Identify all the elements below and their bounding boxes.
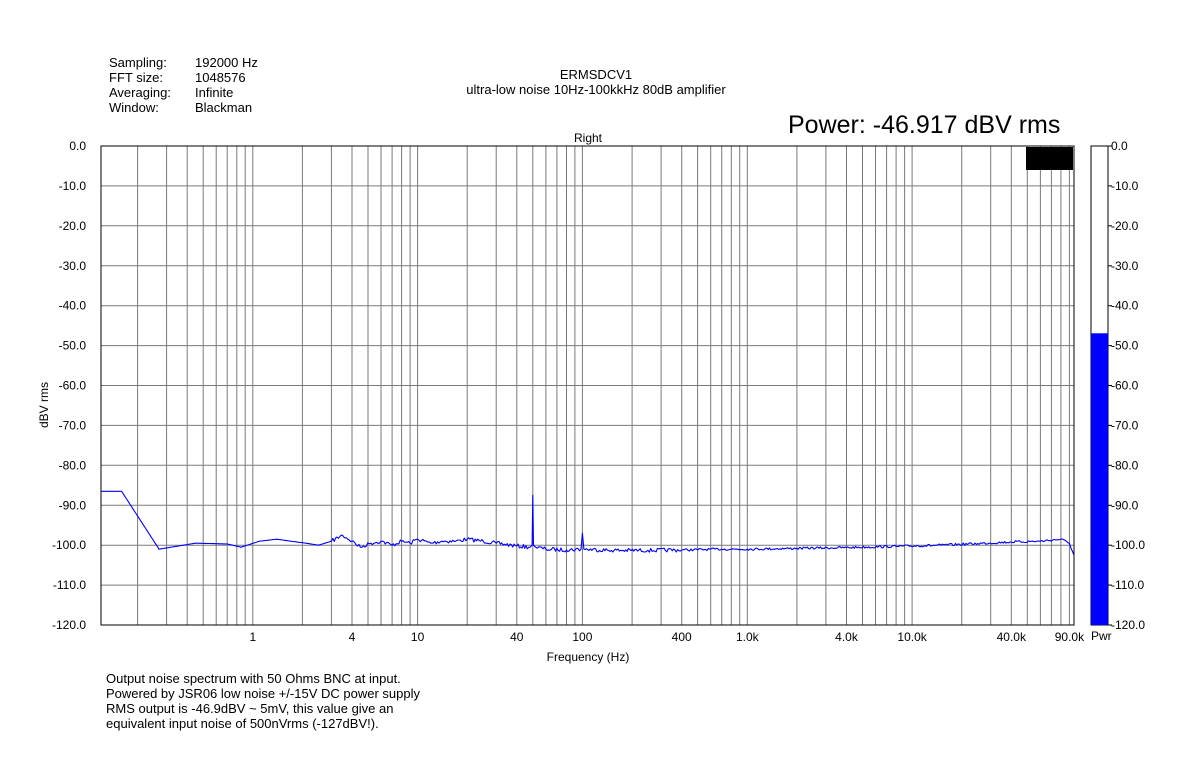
y-tick-label: -30.0 bbox=[59, 259, 87, 273]
y-tick-label: -50.0 bbox=[59, 339, 87, 353]
power-meter-tick-label: -110.0 bbox=[1111, 578, 1144, 592]
power-meter-tick-label: -70.0 bbox=[1111, 418, 1139, 432]
power-readout: Power: -46.917 dBV rms bbox=[788, 111, 1061, 139]
y-tick-label: -80.0 bbox=[59, 458, 87, 472]
y-tick-labels: 0.0 -10.0 -20.0 -30.0 -40.0 -50.0 -60.0 -70.0 -8… bbox=[52, 139, 86, 632]
note-line: Output noise spectrum with 50 Ohms BNC a… bbox=[106, 671, 401, 686]
series-group bbox=[101, 490, 1075, 556]
note-line: equivalent input noise of 500nVrms (-127… bbox=[106, 716, 379, 731]
note-line: RMS output is -46.9dBV ~ 5mV, this value… bbox=[106, 701, 394, 716]
x-tick-label: 400 bbox=[672, 630, 692, 644]
power-meter-tick-label: -60.0 bbox=[1111, 379, 1139, 393]
x-tick-label: 90.0k bbox=[1055, 630, 1085, 644]
note-line: Powered by JSR06 low noise +/-15V DC pow… bbox=[106, 686, 420, 701]
x-tick-label: 1.0k bbox=[736, 630, 760, 644]
power-meter-tick-label: -20.0 bbox=[1111, 219, 1139, 233]
x-tick-label: 40 bbox=[510, 630, 524, 644]
plot-title: Right bbox=[574, 131, 603, 145]
sampling-label: Sampling: bbox=[109, 55, 167, 70]
power-meter-tick-label: -80.0 bbox=[1111, 458, 1139, 472]
y-tick-label: -90.0 bbox=[59, 498, 87, 512]
chart-subtitle: ultra-low noise 10Hz-100kkHz 80dB amplif… bbox=[466, 82, 726, 97]
y-axis-label: dBV rms bbox=[37, 382, 51, 428]
averaging-value: Infinite bbox=[195, 85, 234, 100]
y-tick-label: -40.0 bbox=[59, 299, 87, 313]
power-meter: 0.0 -10.0 -20.0 -30.0 -40.0 -50.0 -60.0 -70.0 -8… bbox=[1090, 139, 1145, 632]
x-tick-label: 4.0k bbox=[835, 630, 859, 644]
x-axis-label: Frequency (Hz) bbox=[547, 650, 630, 664]
y-tick-label: -70.0 bbox=[59, 418, 87, 432]
notes-block: Output noise spectrum with 50 Ohms BNC a… bbox=[106, 671, 420, 731]
power-meter-tick-label: 0.0 bbox=[1111, 139, 1128, 153]
spectrum-chart: 0.0 -10.0 -20.0 -30.0 -40.0 -50.0 -60.0 -70.0 -8… bbox=[37, 131, 1145, 664]
y-tick-label: -100.0 bbox=[52, 538, 86, 552]
y-tick-label: -10.0 bbox=[59, 179, 87, 193]
x-tick-label: 10 bbox=[411, 630, 425, 644]
fft-size-label: FFT size: bbox=[109, 70, 163, 85]
power-meter-tick-label: -10.0 bbox=[1111, 179, 1139, 193]
grid-lines bbox=[101, 145, 1074, 626]
y-tick-label: 0.0 bbox=[69, 139, 86, 153]
y-tick-label: -110.0 bbox=[53, 578, 86, 592]
y-tick-label: -120.0 bbox=[52, 618, 86, 632]
settings-values: 192000 Hz 1048576 Infinite Blackman bbox=[195, 55, 258, 115]
chart-title: ERMSDCV1 bbox=[559, 67, 633, 82]
plot-frame bbox=[100, 145, 1075, 626]
x-tick-label: 40.0k bbox=[997, 630, 1027, 644]
x-tick-labels: 1 4 10 40 100 400 1.0k 4.0k 10.0k 40.0k 90.0k bbox=[249, 630, 1085, 644]
x-tick-label: 10.0k bbox=[897, 630, 927, 644]
sampling-value: 192000 Hz bbox=[195, 55, 258, 70]
averaging-label: Averaging: bbox=[109, 85, 171, 100]
settings-labels: Sampling: FFT size: Averaging: Window: bbox=[109, 55, 171, 115]
spectrum-series-line bbox=[101, 490, 1075, 556]
power-meter-tick-label: -120.0 bbox=[1111, 618, 1145, 632]
power-meter-label: Pwr bbox=[1091, 629, 1112, 643]
x-tick-label: 1 bbox=[249, 630, 256, 644]
power-meter-tick-label: -50.0 bbox=[1111, 339, 1139, 353]
power-meter-tick-label: -100.0 bbox=[1111, 538, 1145, 552]
power-meter-tick-label: -90.0 bbox=[1111, 498, 1139, 512]
y-tick-label: -20.0 bbox=[59, 219, 87, 233]
window-value: Blackman bbox=[195, 100, 253, 115]
power-meter-fill bbox=[1091, 333, 1108, 625]
peak-indicator bbox=[1026, 147, 1073, 170]
window-label: Window: bbox=[109, 100, 159, 115]
power-meter-tick-label: -40.0 bbox=[1111, 299, 1139, 313]
x-tick-label: 100 bbox=[572, 630, 592, 644]
x-tick-label: 4 bbox=[349, 630, 356, 644]
power-meter-tick-label: -30.0 bbox=[1111, 259, 1139, 273]
y-tick-label: -60.0 bbox=[59, 379, 87, 393]
fft-size-value: 1048576 bbox=[195, 70, 246, 85]
